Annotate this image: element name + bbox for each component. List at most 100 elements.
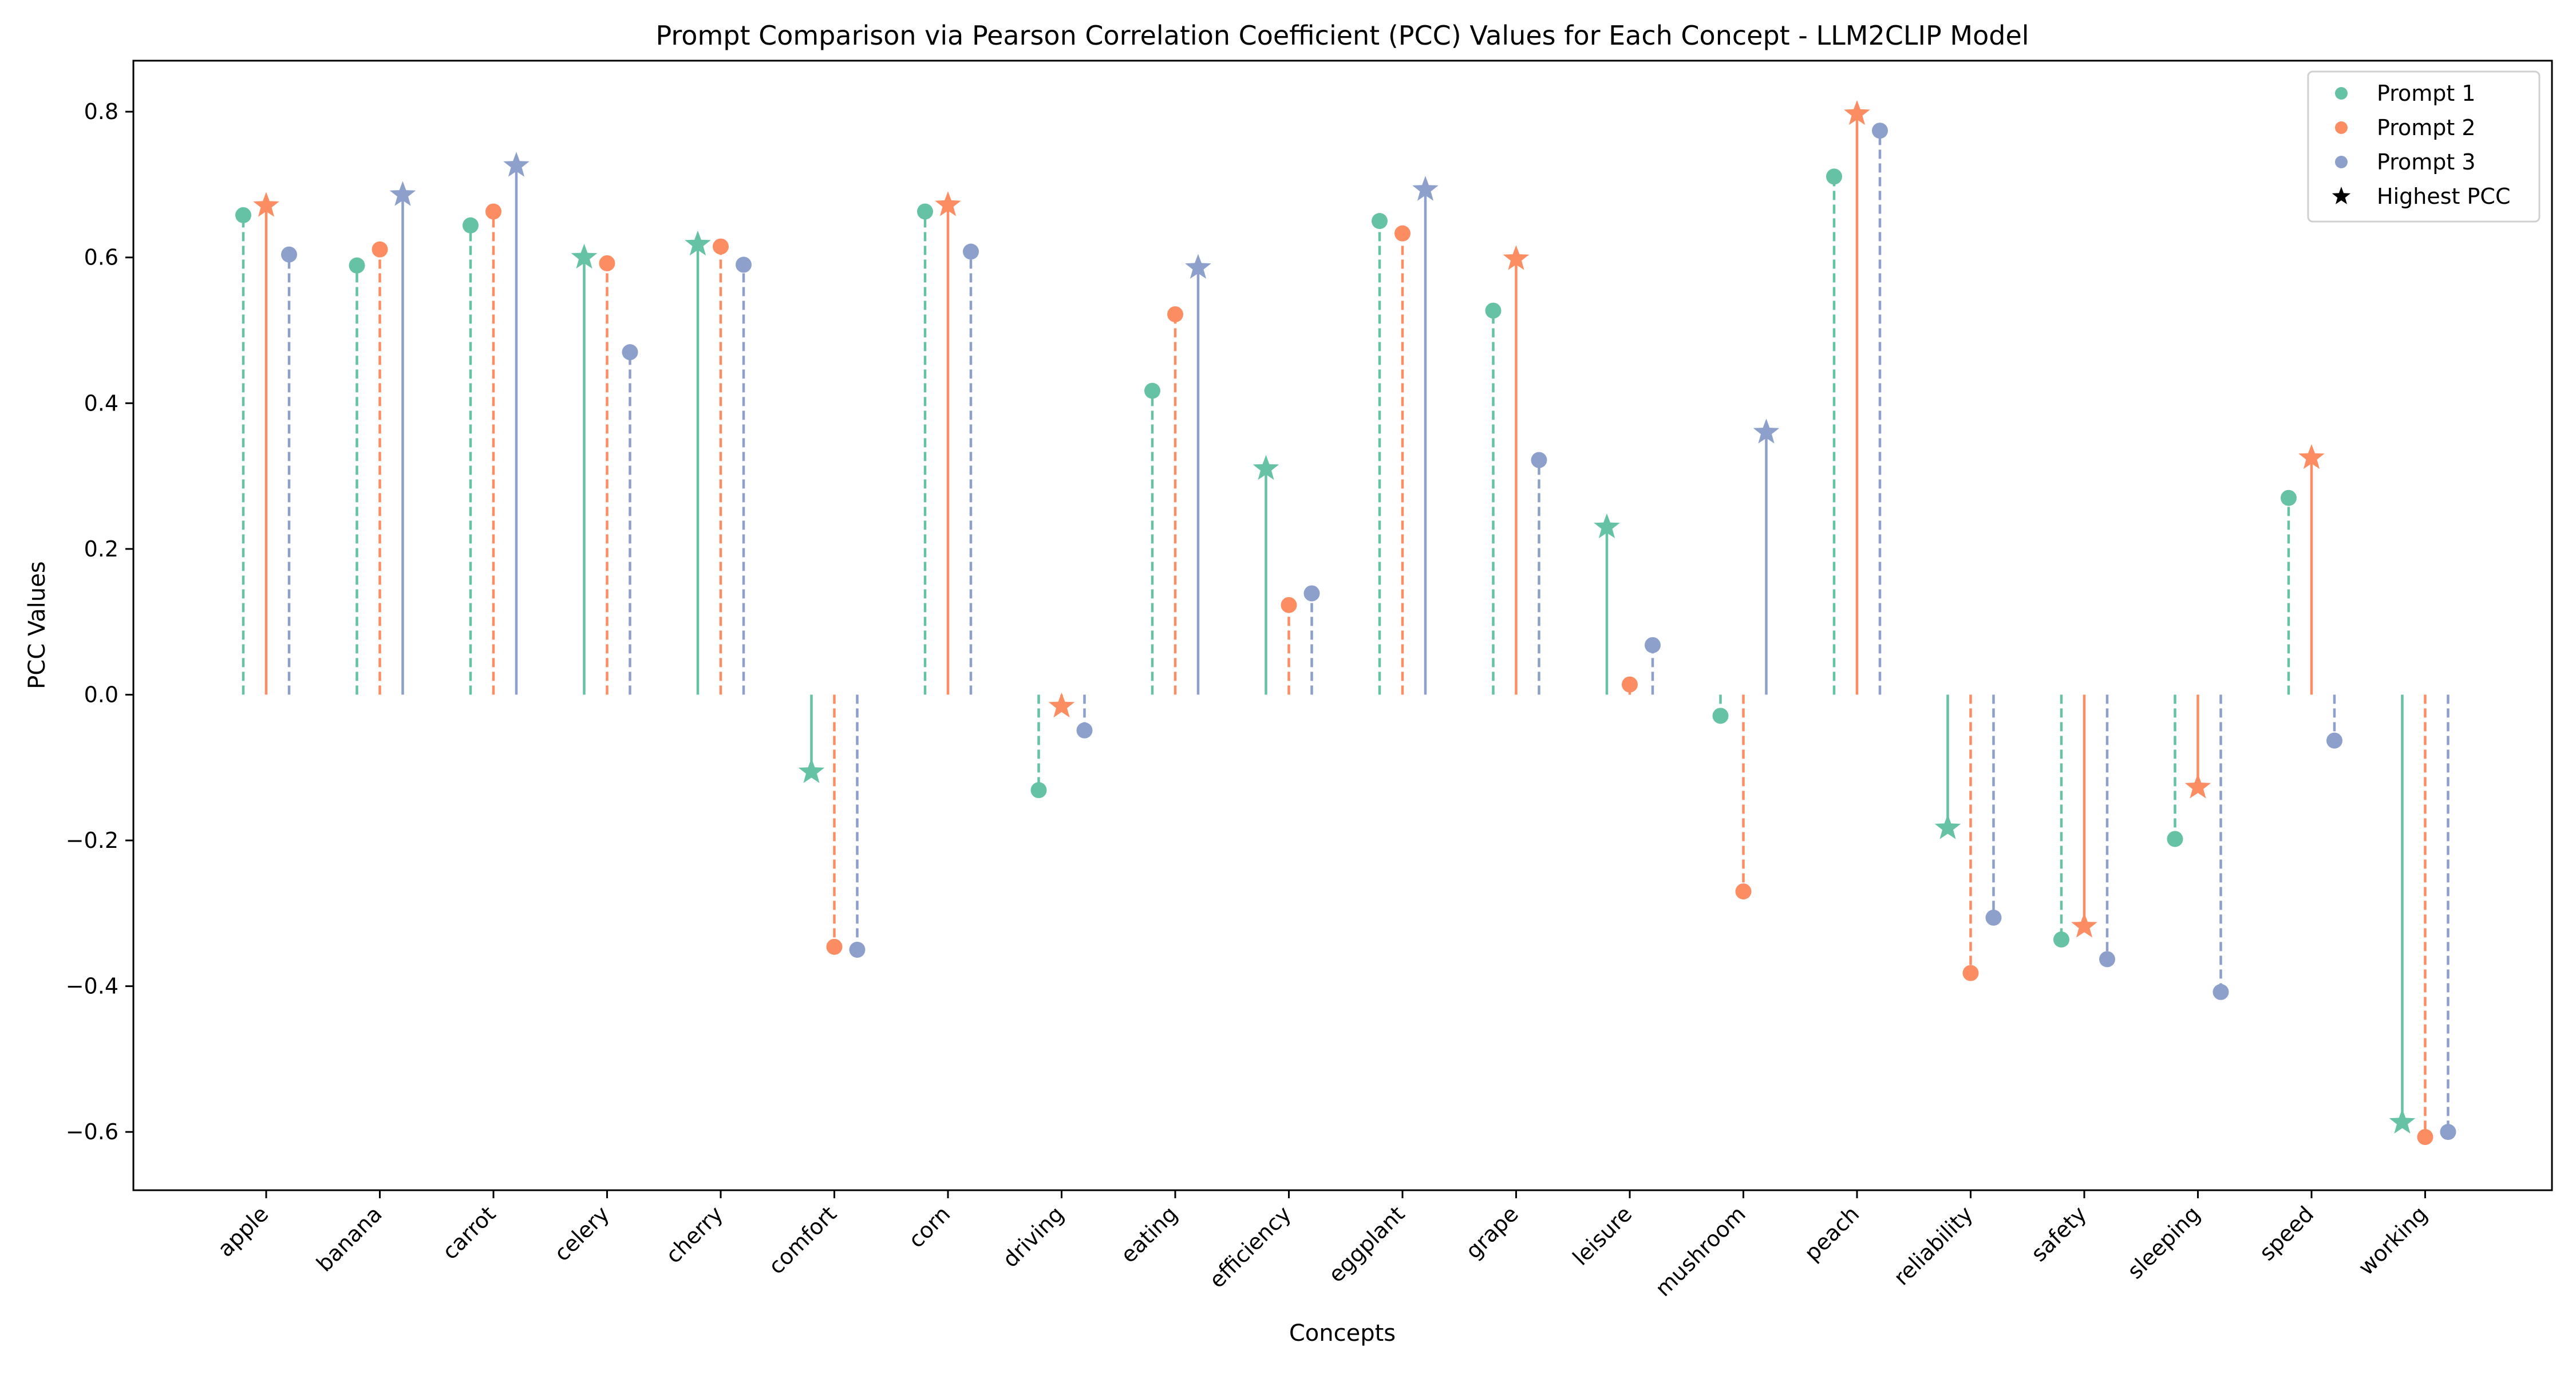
x-tick-label-driving: driving: [998, 1201, 1069, 1272]
highest-marker-cherry-p1: [685, 230, 711, 256]
circle-icon: [2335, 121, 2348, 134]
point-cherry-p2: [713, 238, 729, 255]
point-grape-p1: [1485, 302, 1502, 319]
x-tick-label-apple: apple: [213, 1201, 274, 1262]
point-eating-p1: [1144, 382, 1160, 399]
x-tick-label-celery: celery: [549, 1201, 614, 1266]
point-sleeping-p3: [2212, 984, 2229, 1000]
highest-marker-apple-p2: [253, 192, 279, 217]
x-tick-label-sleeping: sleeping: [2123, 1201, 2205, 1284]
x-tick-label-peach: peach: [1799, 1201, 1864, 1266]
point-mushroom-p2: [1735, 883, 1752, 900]
point-peach-p1: [1826, 168, 1842, 185]
point-reliability-p3: [1985, 909, 2002, 926]
y-tick-label: 0.0: [84, 682, 118, 707]
highest-marker-driving-p2: [1048, 692, 1075, 718]
concept-group-working: [2389, 694, 2456, 1146]
legend-entry-1: Prompt 1: [2335, 81, 2476, 106]
point-working-p3: [2440, 1124, 2456, 1140]
point-apple-p3: [281, 246, 297, 263]
legend: Prompt 1 Prompt 2 Prompt 3 Highest PCC: [2307, 70, 2541, 223]
y-tick-label: 0.4: [84, 390, 118, 416]
x-tick-label-cherry: cherry: [661, 1201, 728, 1268]
concept-group-eating: [1144, 254, 1211, 695]
concept-group-grape: [1485, 245, 1547, 695]
highest-marker-eating-p3: [1185, 254, 1211, 279]
star-icon: [2332, 187, 2351, 204]
point-carrot-p1: [463, 217, 479, 234]
point-efficiency-p3: [1303, 585, 1320, 602]
y-tick-label: −0.2: [66, 828, 118, 853]
concept-group-speed: [2281, 444, 2342, 749]
point-comfort-p2: [826, 938, 843, 955]
point-corn-p3: [963, 243, 979, 260]
x-tick-label-safety: safety: [2026, 1201, 2091, 1266]
point-eating-p2: [1167, 306, 1183, 322]
highest-marker-leisure-p1: [1594, 513, 1620, 539]
point-carrot-p2: [485, 203, 501, 220]
point-safety-p1: [2053, 931, 2069, 948]
point-apple-p1: [235, 207, 251, 223]
x-axis: apple banana carrot celery cherry comfort corn…: [213, 1190, 2432, 1301]
point-eggplant-p1: [1372, 213, 1388, 230]
point-efficiency-p2: [1281, 597, 1297, 613]
highest-marker-peach-p2: [1844, 100, 1870, 125]
x-tick-label-efficiency: efficiency: [1204, 1201, 1296, 1293]
concept-group-banana: [349, 181, 416, 695]
plot-area: [235, 100, 2456, 1146]
circle-icon: [2335, 87, 2348, 100]
concept-group-carrot: [463, 152, 530, 695]
point-peach-p3: [1872, 123, 1888, 139]
point-reliability-p2: [1962, 965, 1979, 981]
legend-label: Highest PCC: [2377, 184, 2510, 209]
y-tick-label: −0.4: [66, 974, 118, 999]
highest-marker-celery-p1: [571, 243, 598, 269]
point-mushroom-p1: [1712, 708, 1729, 724]
concept-group-reliability: [1934, 694, 2002, 981]
x-tick-label-speed: speed: [2254, 1201, 2318, 1265]
x-tick-label-reliability: reliability: [1888, 1201, 1977, 1290]
point-speed-p3: [2326, 732, 2342, 749]
y-axis-label: PCC Values: [24, 561, 50, 689]
highest-marker-grape-p2: [1503, 245, 1530, 270]
x-tick-label-carrot: carrot: [437, 1201, 500, 1264]
point-working-p2: [2417, 1129, 2433, 1146]
point-eggplant-p2: [1394, 225, 1411, 242]
highest-marker-safety-p2: [2071, 913, 2097, 938]
point-corn-p1: [917, 203, 933, 220]
legend-label: Prompt 1: [2377, 81, 2476, 106]
y-tick-label: 0.8: [84, 99, 118, 124]
highest-marker-eggplant-p3: [1412, 176, 1439, 201]
point-sleeping-p1: [2167, 831, 2183, 847]
point-banana-p2: [372, 241, 388, 258]
axes-frame: [132, 60, 2553, 1191]
point-driving-p1: [1030, 782, 1047, 799]
legend-entry-4: Highest PCC: [2332, 184, 2510, 209]
chart-title: Prompt Comparison via Pearson Correlatio…: [655, 20, 2029, 51]
highest-marker-mushroom-p3: [1753, 418, 1780, 444]
concept-group-driving: [1030, 692, 1093, 799]
x-tick-label-eating: eating: [1116, 1201, 1182, 1268]
concept-group-cherry: [685, 230, 752, 695]
highest-marker-corn-p2: [935, 191, 961, 216]
highest-marker-reliability-p1: [1934, 814, 1961, 839]
point-safety-p3: [2099, 951, 2115, 968]
x-tick-label-grape: grape: [1461, 1201, 1523, 1264]
highest-marker-carrot-p3: [503, 152, 530, 177]
point-driving-p3: [1076, 722, 1093, 739]
highest-marker-banana-p3: [389, 181, 416, 206]
concept-group-peach: [1826, 100, 1888, 695]
x-tick-label-banana: banana: [311, 1201, 387, 1277]
x-tick-label-corn: corn: [903, 1201, 955, 1253]
point-leisure-p3: [1645, 637, 1661, 653]
concept-group-leisure: [1594, 513, 1661, 695]
x-axis-label: Concepts: [1289, 1320, 1396, 1347]
highest-marker-working-p1: [2389, 1108, 2416, 1134]
point-comfort-p3: [849, 941, 866, 958]
legend-label: Prompt 3: [2377, 149, 2476, 175]
highest-marker-comfort-p1: [798, 758, 825, 783]
point-speed-p1: [2281, 489, 2297, 506]
y-tick-label: 0.2: [84, 536, 118, 562]
point-banana-p1: [349, 257, 365, 274]
